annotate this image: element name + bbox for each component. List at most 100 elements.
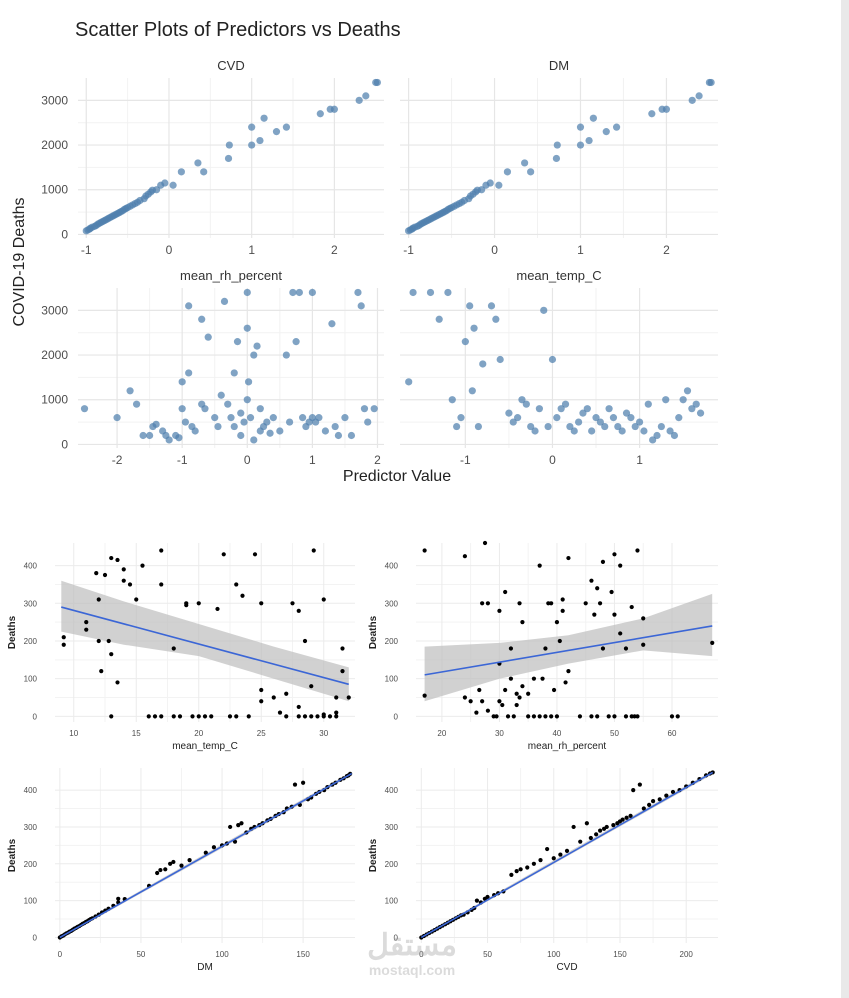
y-tick-label: 2000 [41, 348, 68, 362]
data-point [290, 601, 295, 606]
data-point [487, 302, 496, 310]
y-tick-label: 300 [385, 823, 399, 832]
data-point [585, 136, 593, 145]
data-point [629, 604, 634, 610]
data-point [595, 586, 600, 591]
point-group [404, 78, 715, 235]
data-point [520, 620, 525, 625]
data-point [61, 642, 66, 647]
data-point [480, 699, 485, 704]
data-point [230, 369, 238, 377]
trend-line [420, 771, 714, 939]
y-tick-label: 0 [61, 227, 68, 241]
data-point [546, 601, 551, 606]
data-point [201, 405, 209, 413]
data-point [497, 608, 502, 613]
data-point [168, 861, 173, 866]
data-point [84, 627, 89, 632]
data-point [296, 608, 301, 613]
point-group [61, 548, 351, 719]
data-point [134, 597, 139, 602]
x-tick-label: 0 [491, 243, 498, 257]
y-tick-label: 400 [24, 562, 38, 571]
data-point [175, 434, 183, 442]
x-tick-label: 1 [577, 243, 584, 257]
data-point [140, 563, 145, 568]
data-point [666, 427, 674, 435]
data-point [692, 400, 700, 408]
data-point [94, 571, 99, 576]
data-point [214, 422, 222, 431]
data-point [540, 676, 545, 681]
data-point [531, 714, 537, 719]
data-point [177, 714, 183, 719]
facet-panel-mean_rh_percent: mean_rh_percent -2 -1 0 1 2 0 1000 2000 3000 [41, 268, 384, 467]
data-point [301, 780, 306, 785]
data-point [600, 646, 606, 651]
data-point [598, 828, 603, 833]
data-point [132, 400, 141, 408]
data-point [549, 714, 554, 719]
y-tick-label: 0 [33, 712, 38, 721]
x-tick-label: 150 [296, 950, 310, 959]
facet-strip-label: mean_temp_C [516, 268, 601, 283]
y-tick-label: 1000 [41, 393, 68, 407]
data-point [614, 422, 622, 431]
data-point [505, 409, 513, 417]
data-point [518, 867, 523, 872]
x-tick-label: 2 [663, 243, 670, 257]
y-tick-label: 200 [24, 860, 38, 869]
data-point [334, 710, 339, 715]
data-point [609, 589, 614, 595]
data-point [224, 400, 232, 408]
data-point [448, 396, 456, 404]
data-point [589, 578, 594, 583]
data-point [545, 846, 550, 852]
data-point [514, 691, 519, 696]
data-point [190, 714, 195, 719]
data-point [527, 168, 535, 176]
data-point [252, 552, 258, 557]
data-point [113, 414, 121, 422]
data-point [631, 788, 636, 793]
x-tick-label: -2 [112, 453, 123, 467]
data-point [576, 141, 585, 149]
data-point [109, 714, 114, 719]
data-point [248, 141, 256, 149]
x-tick-label: -1 [81, 243, 92, 257]
data-point [675, 414, 683, 422]
data-point [179, 863, 184, 868]
data-point [152, 420, 160, 428]
data-point [272, 128, 281, 136]
data-point [84, 620, 89, 625]
data-point [171, 646, 176, 651]
x-tick-label: 0 [549, 453, 556, 467]
data-point [109, 555, 114, 561]
data-point [595, 714, 600, 719]
y-axis-title: Deaths [368, 838, 379, 872]
x-tick-label: 20 [437, 729, 446, 738]
data-point [635, 418, 644, 426]
point-group [422, 540, 715, 719]
data-point [462, 554, 467, 559]
data-point [178, 405, 186, 413]
data-point [121, 578, 126, 583]
data-point [485, 708, 491, 713]
data-point [527, 422, 535, 431]
data-point [161, 179, 169, 187]
data-point [243, 288, 251, 297]
data-point [178, 378, 186, 386]
data-point [597, 601, 603, 606]
data-point [578, 839, 583, 844]
data-point [225, 141, 233, 149]
data-point [453, 422, 461, 431]
x-axis-title: mean_temp_C [172, 741, 238, 752]
data-point [308, 288, 316, 297]
watermark-latin: mostaql.com [369, 962, 455, 978]
data-point [648, 110, 656, 118]
data-point [641, 642, 646, 647]
data-point [683, 387, 692, 395]
data-point [237, 431, 245, 440]
